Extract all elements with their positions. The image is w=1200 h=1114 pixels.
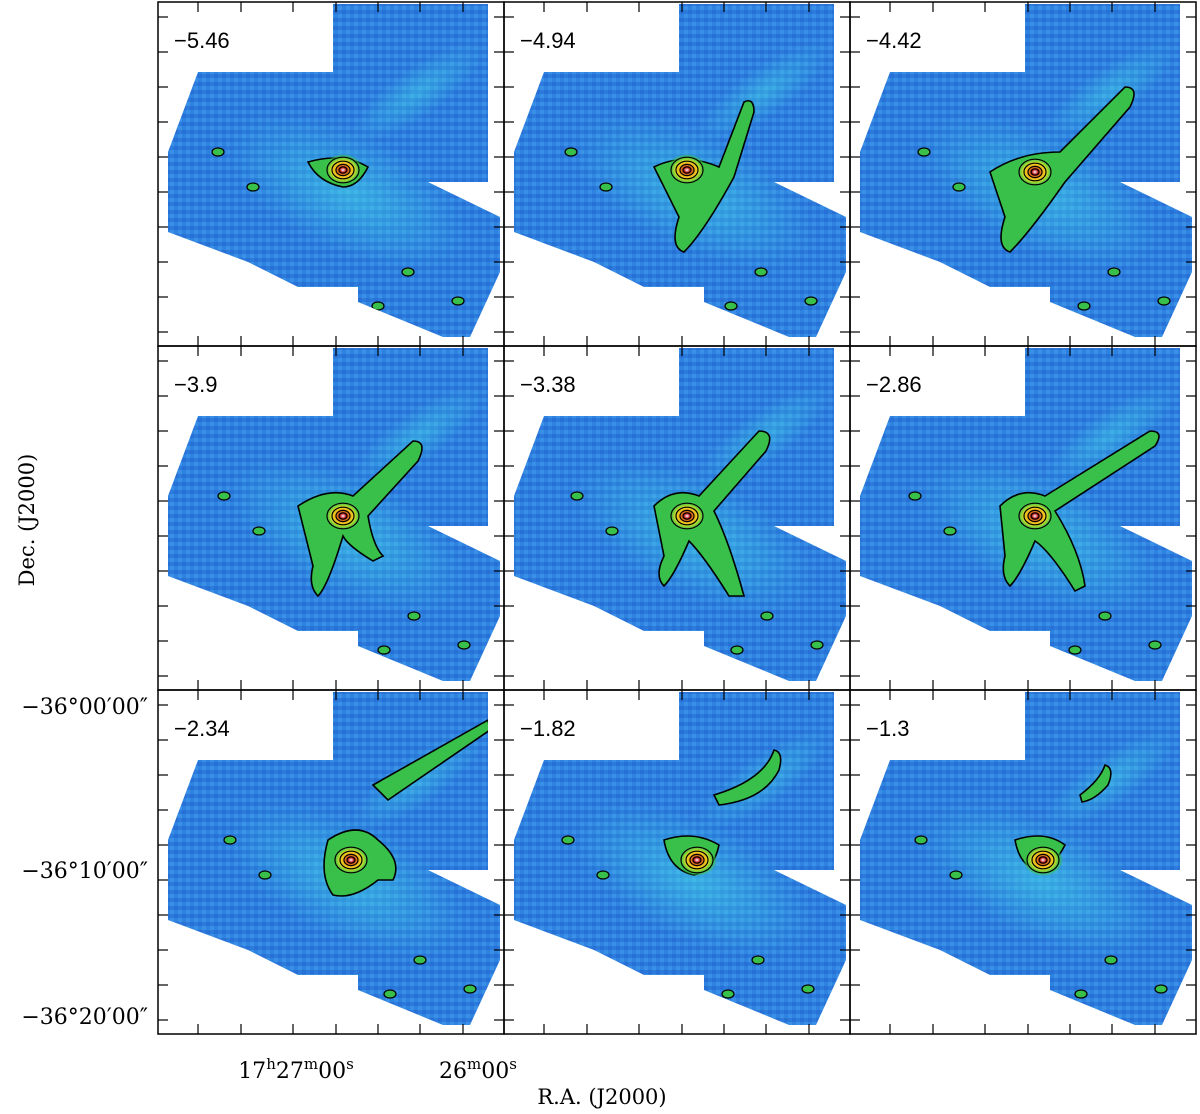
channel-panel: −3.9 — [157, 345, 505, 691]
emission-peak — [1015, 156, 1055, 188]
y-axis-title: Dec. (J2000) — [15, 454, 39, 587]
velocity-label: −5.46 — [174, 28, 230, 53]
velocity-label: −3.38 — [520, 372, 576, 397]
channel-panel: −4.42 — [849, 1, 1197, 347]
channel-panel: −1.82 — [503, 689, 851, 1035]
emission-peak — [1023, 844, 1063, 876]
velocity-label: −4.94 — [520, 28, 576, 53]
channel-panel: −5.46 — [157, 1, 505, 347]
emission-peak — [667, 154, 707, 186]
x-tick-label: 26m00s — [439, 1055, 517, 1084]
emission-peak — [323, 500, 363, 532]
y-tick-label: −36°10′00″ — [21, 859, 148, 884]
emission-contour — [1079, 764, 1112, 803]
channel-panel: −2.86 — [849, 345, 1197, 691]
emission-peak — [667, 500, 707, 532]
x-tick-label: 17h27m00s — [238, 1055, 354, 1084]
velocity-label: −4.42 — [866, 28, 922, 53]
channel-panel: −3.38 — [503, 345, 851, 691]
velocity-label: −1.82 — [520, 716, 576, 741]
velocity-label: −2.86 — [866, 372, 922, 397]
channel-panel: −2.34 — [157, 689, 505, 1035]
channel-panel: −4.94 — [503, 1, 851, 347]
velocity-label: −3.9 — [174, 372, 217, 397]
velocity-label: −1.3 — [866, 716, 909, 741]
y-tick-label: −36°00′00″ — [21, 695, 148, 720]
emission-contour — [989, 86, 1135, 253]
velocity-label: −2.34 — [174, 716, 230, 741]
emission-contour — [653, 430, 771, 597]
emission-peak — [1015, 500, 1055, 532]
emission-contour — [712, 749, 782, 806]
panel-frame — [849, 689, 1197, 1035]
x-axis-title: R.A. (J2000) — [537, 1085, 666, 1109]
channel-panel: −1.3 — [849, 689, 1197, 1035]
emission-peak — [331, 844, 371, 876]
y-tick-label: −36°20′00″ — [21, 1005, 148, 1030]
emission-peak — [677, 844, 717, 876]
emission-peak — [323, 154, 363, 186]
